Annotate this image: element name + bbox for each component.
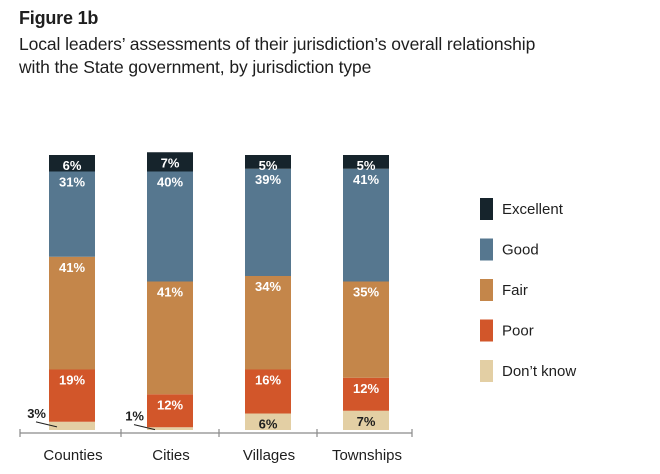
data-label-villages-excellent: 5% — [259, 158, 278, 173]
legend-swatch-excellent — [480, 198, 493, 220]
bar-segment-cities-excellent — [147, 152, 193, 172]
data-label-villages-poor: 16% — [255, 373, 281, 388]
data-label-counties-poor: 19% — [59, 373, 85, 388]
legend: Excellent Good Fair Poor Don’t know — [480, 198, 576, 382]
bar-segment-counties-excellent — [49, 155, 95, 172]
legend-label-good: Good — [502, 242, 539, 259]
category-label-villages: Villages — [243, 447, 295, 464]
leader-line-counties — [35, 421, 58, 428]
data-label-cities-don-t-know: 1% — [125, 409, 144, 424]
bar-segment-townships-don-t-know — [343, 410, 389, 430]
bars-group: 3%19%41%31%6%1%12%41%40%7%6%16%34%39%5%7… — [27, 152, 389, 432]
chart-title: Local leaders’ assessments of their juri… — [19, 34, 536, 77]
data-label-villages-good: 39% — [255, 172, 281, 187]
legend-swatch-don-t-know — [480, 360, 493, 382]
bar-segment-cities-good — [147, 171, 193, 282]
bar-segment-cities-don-t-know — [147, 427, 193, 430]
bar-segment-villages-poor — [245, 369, 291, 414]
data-label-villages-fair: 34% — [255, 279, 281, 294]
bar-segment-villages-excellent — [245, 155, 291, 169]
bar-segment-villages-don-t-know — [245, 413, 291, 430]
data-label-townships-don-t-know: 7% — [357, 414, 376, 429]
bar-segment-counties-good — [49, 171, 95, 257]
data-label-counties-fair: 41% — [59, 260, 85, 275]
bar-segment-cities-fair — [147, 281, 193, 395]
legend-label-don-t-know: Don’t know — [502, 363, 576, 380]
category-label-counties: Counties — [43, 447, 102, 464]
data-label-cities-excellent: 7% — [161, 155, 180, 170]
legend-label-poor: Poor — [502, 323, 534, 340]
bar-segment-townships-fair — [343, 281, 389, 378]
legend-swatch-fair — [480, 279, 493, 301]
leader-line-cities — [133, 424, 156, 431]
data-label-townships-good: 41% — [353, 172, 379, 187]
data-label-townships-excellent: 5% — [357, 158, 376, 173]
bar-segment-counties-fair — [49, 256, 95, 370]
category-label-townships: Townships — [332, 447, 402, 464]
data-label-counties-good: 31% — [59, 175, 85, 190]
bar-segment-cities-poor — [147, 394, 193, 428]
category-label-cities: Cities — [152, 447, 190, 464]
bar-segment-villages-good — [245, 168, 291, 276]
bar-segment-townships-poor — [343, 377, 389, 411]
data-label-townships-poor: 12% — [353, 381, 379, 396]
x-axis: Counties Cities Villages Townships — [19, 429, 413, 464]
bar-segment-counties-poor — [49, 369, 95, 422]
data-label-cities-good: 40% — [157, 175, 183, 190]
bar-segment-villages-fair — [245, 276, 291, 370]
legend-swatch-poor — [480, 319, 493, 342]
figure-label: Figure 1b — [19, 8, 99, 28]
legend-swatch-good — [480, 238, 493, 261]
legend-label-fair: Fair — [502, 282, 528, 299]
data-label-townships-fair: 35% — [353, 285, 379, 300]
bar-segment-counties-don-t-know — [49, 421, 95, 430]
data-label-cities-fair: 41% — [157, 285, 183, 300]
bar-segment-townships-good — [343, 168, 389, 282]
data-label-villages-don-t-know: 6% — [259, 417, 278, 432]
bar-segment-townships-excellent — [343, 155, 389, 169]
data-label-counties-don-t-know: 3% — [27, 406, 46, 421]
legend-label-excellent: Excellent — [502, 201, 564, 218]
data-label-counties-excellent: 6% — [63, 158, 82, 173]
data-label-cities-poor: 12% — [157, 397, 183, 412]
